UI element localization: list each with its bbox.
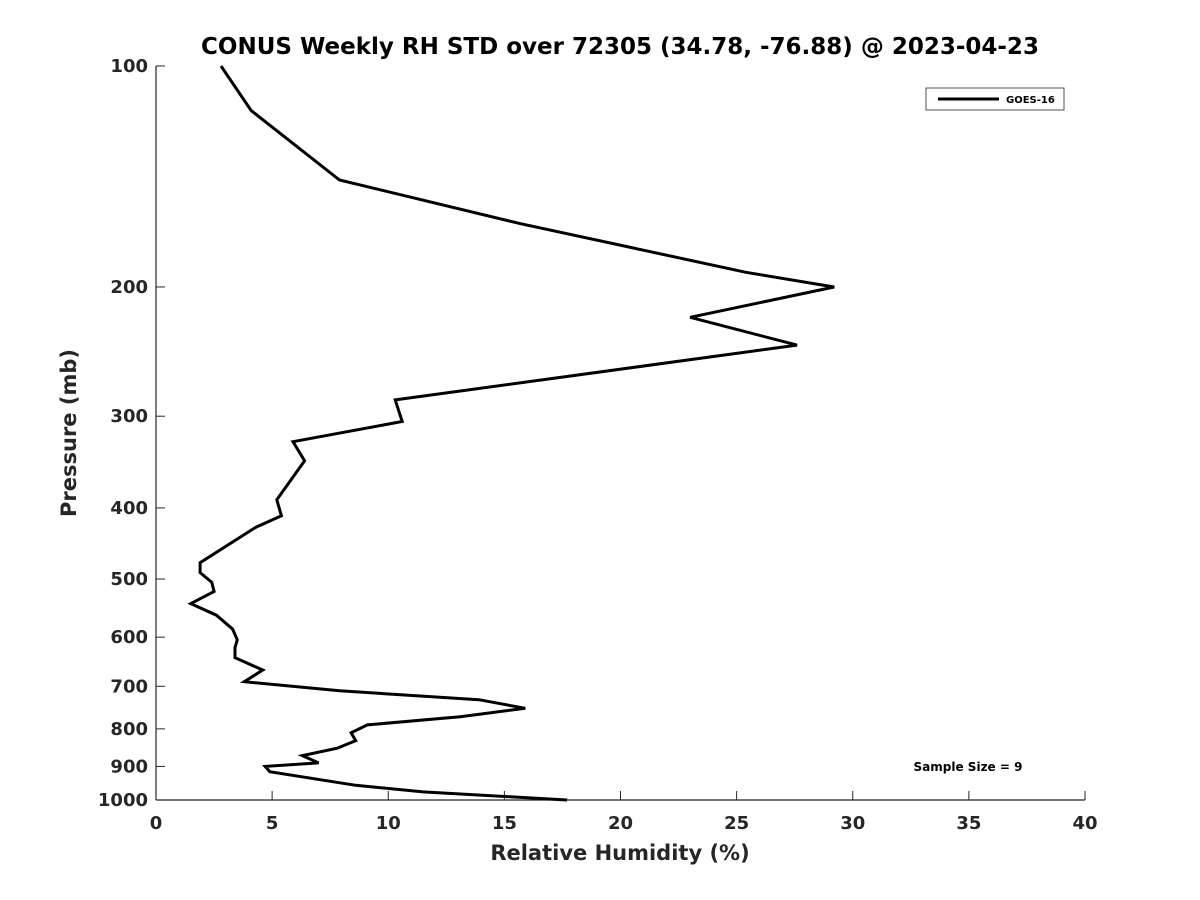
plot-area	[187, 65, 835, 802]
y-tick-label: 800	[110, 719, 148, 740]
y-tick-label: 200	[110, 277, 148, 298]
y-tick-label: 300	[110, 406, 148, 427]
x-ticks: 0 5 10 15 20 25 30 35 40	[150, 791, 1098, 834]
y-tick-label: 400	[110, 498, 148, 519]
x-axis-label: Relative Humidity (%)	[490, 841, 749, 865]
sample-size-annotation: Sample Size = 9	[914, 760, 1023, 774]
x-tick-label: 40	[1072, 813, 1097, 834]
y-tick-label: 900	[110, 756, 148, 777]
y-tick-label: 1000	[98, 790, 148, 811]
x-tick-label: 5	[266, 813, 279, 834]
x-tick-label: 15	[492, 813, 517, 834]
legend-label-goes-16: GOES-16	[1006, 95, 1055, 106]
y-tick-label: 600	[110, 627, 148, 648]
x-tick-label: 20	[608, 813, 633, 834]
x-tick-label: 30	[840, 813, 865, 834]
y-tick-label: 500	[110, 569, 148, 590]
x-tick-label: 10	[376, 813, 401, 834]
x-tick-label: 0	[150, 813, 163, 834]
y-axis-label: Pressure (mb)	[57, 349, 81, 517]
y-tick-label: 700	[110, 676, 148, 697]
y-tick-label: 100	[110, 56, 148, 77]
x-tick-label: 25	[724, 813, 749, 834]
legend: GOES-16	[925, 87, 1065, 111]
series-line-goes-16	[187, 65, 835, 802]
x-tick-label: 35	[956, 813, 981, 834]
chart-title: CONUS Weekly RH STD over 72305 (34.78, -…	[201, 34, 1039, 60]
y-ticks: 100 200 300 400 500 600 700 800 900 1000	[98, 56, 165, 811]
